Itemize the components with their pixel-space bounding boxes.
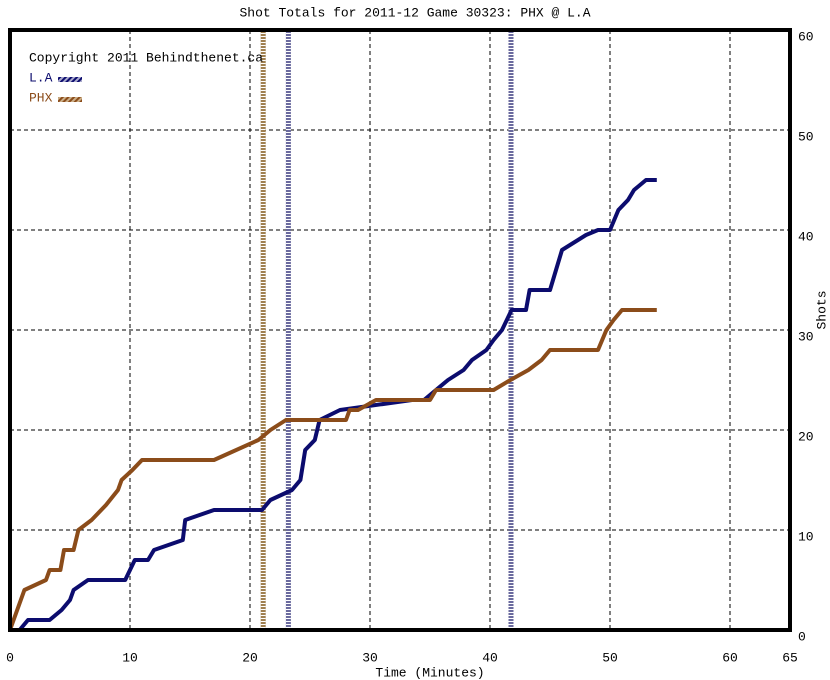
x-tick-label: 65 [782,650,798,665]
y-tick-label: 50 [798,129,814,144]
legend-swatch [58,77,82,82]
legend: L.A PHX [29,70,82,105]
x-tick-label: 20 [242,650,258,665]
series-line [8,308,657,631]
x-tick-label: 50 [602,650,618,665]
y-tick-label: 40 [798,229,814,244]
lines [8,178,657,632]
y-tick-label: 0 [798,629,806,644]
y-axis-label: Shots [814,290,829,329]
grid [10,30,790,630]
legend-swatch [58,97,82,102]
x-tick-label: 0 [6,650,14,665]
annotation: Copyright 2011 Behindthenet.ca [29,50,263,65]
x-tick-label: 40 [482,650,498,665]
y-tick-label: 10 [798,529,814,544]
plot-frame [8,28,792,632]
y-tick-label: 60 [798,29,814,44]
y-tick-label: 20 [798,429,814,444]
legend-label: L.A [29,70,53,85]
x-tick-label: 30 [362,650,378,665]
legend-label: PHX [29,90,53,105]
series-line [10,178,657,632]
x-axis-label: Time (Minutes) [375,665,484,680]
goal-lines [260,30,514,630]
y-tick-label: 30 [798,329,814,344]
chart-title: Shot Totals for 2011-12 Game 30323: PHX … [239,5,590,20]
x-tick-label: 60 [722,650,738,665]
x-tick-label: 10 [122,650,138,665]
